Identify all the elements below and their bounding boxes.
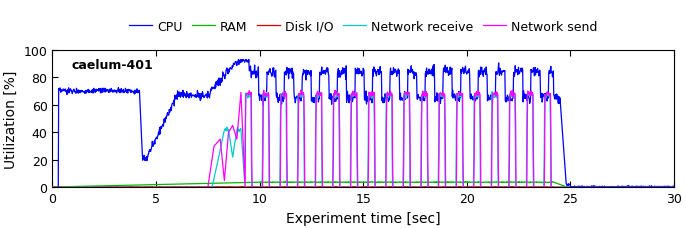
CPU <box>95 90 104 93</box>
Network receive <box>570 186 578 189</box>
Network receive <box>488 91 496 94</box>
CPU <box>242 59 250 62</box>
Disk I/O <box>48 186 56 188</box>
Line: Network send: Network send <box>52 91 674 188</box>
RAM <box>503 180 511 183</box>
Disk I/O <box>410 186 418 188</box>
Disk I/O <box>474 186 482 189</box>
Network send <box>670 186 678 189</box>
Network receive <box>238 146 246 149</box>
Network receive <box>95 186 104 189</box>
RAM <box>670 186 678 188</box>
CPU <box>570 185 578 188</box>
Network send <box>570 186 578 189</box>
CPU <box>189 94 197 97</box>
Disk I/O <box>238 185 246 188</box>
RAM <box>95 185 104 188</box>
Network receive <box>670 186 678 189</box>
CPU <box>591 185 600 188</box>
X-axis label: Experiment time [sec]: Experiment time [sec] <box>286 211 440 225</box>
Network send <box>189 186 197 189</box>
Network receive <box>410 186 418 189</box>
Network send <box>474 89 482 92</box>
Disk I/O <box>670 186 678 189</box>
CPU <box>410 78 418 81</box>
Network receive <box>48 186 56 189</box>
CPU <box>238 60 246 62</box>
Network send <box>238 120 246 122</box>
RAM <box>238 181 246 184</box>
RAM <box>410 181 418 184</box>
RAM <box>570 186 578 189</box>
Disk I/O <box>95 185 104 188</box>
Line: Network receive: Network receive <box>52 92 674 188</box>
Disk I/O <box>189 186 197 188</box>
Network send <box>48 186 56 189</box>
Disk I/O <box>332 185 340 188</box>
Y-axis label: Utilization [%]: Utilization [%] <box>4 70 18 168</box>
RAM <box>639 186 648 189</box>
RAM <box>48 186 56 189</box>
Disk I/O <box>571 186 579 189</box>
Network send <box>410 186 418 189</box>
Disk I/O <box>591 186 600 189</box>
Network receive <box>189 186 197 189</box>
Network send <box>591 186 600 189</box>
Line: Disk I/O: Disk I/O <box>52 187 674 188</box>
Network send <box>95 186 104 189</box>
Legend: CPU, RAM, Disk I/O, Network receive, Network send: CPU, RAM, Disk I/O, Network receive, Net… <box>124 15 602 38</box>
Line: CPU: CPU <box>52 60 674 188</box>
Text: caelum-401: caelum-401 <box>71 59 153 71</box>
Line: RAM: RAM <box>52 182 674 188</box>
RAM <box>189 183 197 185</box>
Network receive <box>591 186 600 189</box>
RAM <box>591 186 600 188</box>
CPU <box>48 186 56 189</box>
CPU <box>670 186 678 188</box>
